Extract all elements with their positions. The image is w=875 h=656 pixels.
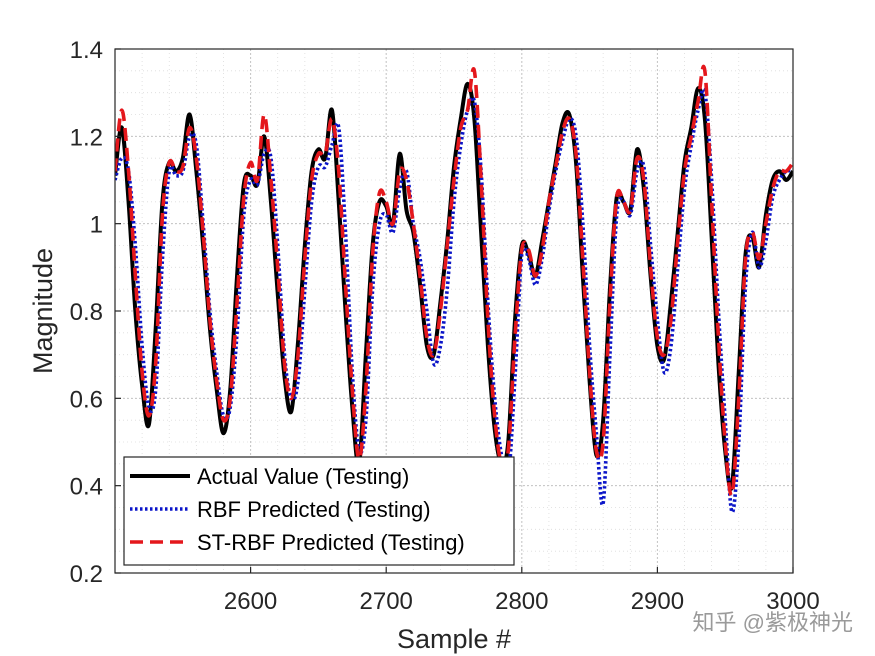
legend: Actual Value (Testing) RBF Predicted (Tes… [123, 456, 515, 566]
legend-label-1: RBF Predicted (Testing) [197, 497, 431, 522]
y-tick-label: 0.2 [70, 561, 103, 588]
y-tick-label: 1.2 [70, 124, 103, 151]
y-tick-label: 1 [90, 212, 103, 239]
y-axis-label: Magnitude [28, 248, 58, 374]
x-axis-label: Sample # [397, 624, 511, 654]
legend-label-2: ST-RBF Predicted (Testing) [197, 530, 465, 555]
y-tick-label: 0.6 [70, 386, 103, 413]
x-tick-label: 2800 [495, 588, 548, 615]
series-line-2 [115, 64, 793, 498]
x-tick-label: 3000 [766, 588, 819, 615]
y-tick-label: 0.8 [70, 299, 103, 326]
x-tick-label: 2600 [224, 588, 277, 615]
axis-ticks: 2600 2700 2800 2900 3000 0.2 0.4 0.6 0.8 1 1.2 1.4 [70, 37, 820, 615]
watermark-text: 知乎 @紫极神光 [693, 610, 853, 635]
x-tick-label: 2700 [360, 588, 413, 615]
y-tick-label: 1.4 [70, 37, 103, 64]
x-tick-label: 2900 [631, 588, 684, 615]
legend-label-0: Actual Value (Testing) [197, 464, 409, 489]
y-tick-label: 0.4 [70, 474, 103, 501]
series-group [115, 64, 793, 514]
